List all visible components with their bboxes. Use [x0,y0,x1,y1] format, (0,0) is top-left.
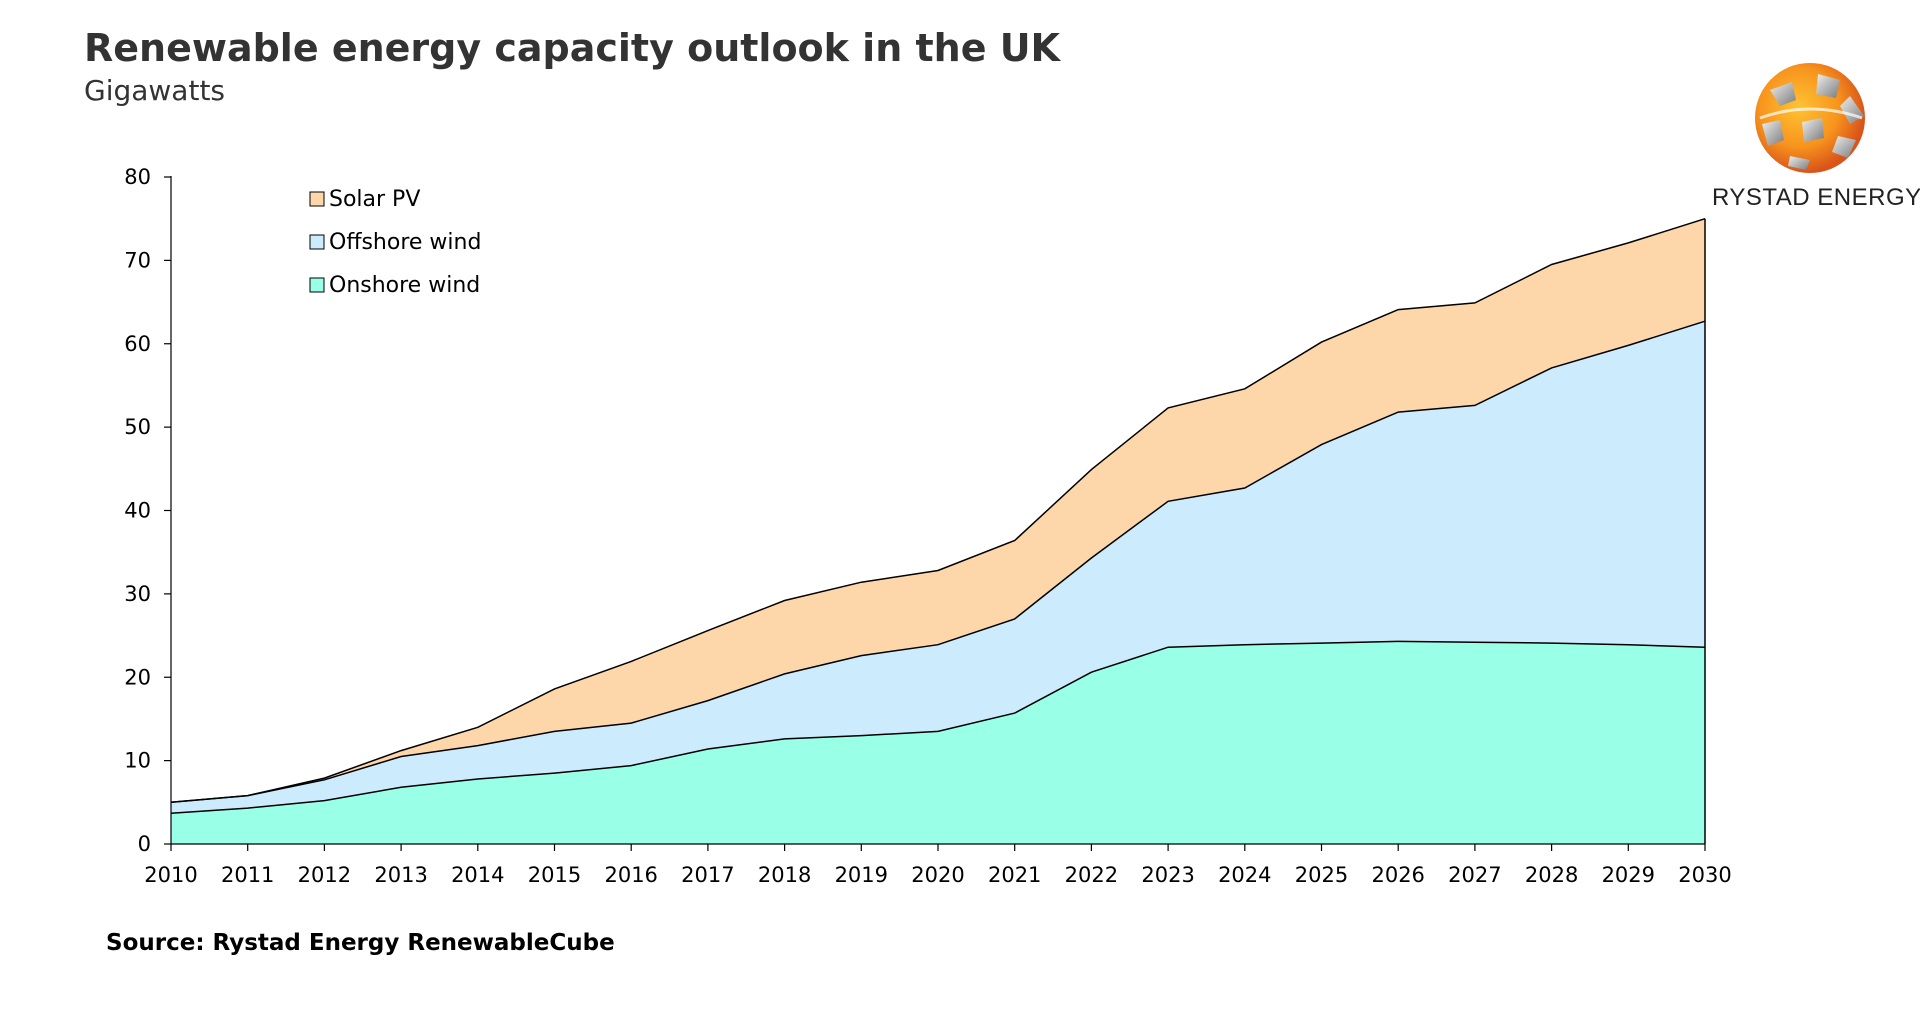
x-tick-label: 2015 [528,863,581,887]
x-tick-label: 2014 [451,863,504,887]
x-tick-label: 2017 [681,863,734,887]
series-line-offshore [170,320,1706,804]
x-tick-label: 2021 [988,863,1041,887]
y-tick-label: 30 [124,582,151,606]
x-tick-label: 2027 [1448,863,1501,887]
y-tick-label: 50 [124,415,151,439]
x-tick-label: 2022 [1065,863,1118,887]
x-tick-label: 2011 [221,863,274,887]
x-tick-label: 2013 [374,863,427,887]
legend-swatch-solar [309,191,325,207]
legend-label-onshore: Onshore wind [329,273,480,298]
area-solar [171,218,1705,803]
legend-label-offshore: Offshore wind [329,230,481,255]
source-note: Source: Rystad Energy RenewableCube [106,930,615,956]
logo-text: RYSTAD ENERGY [1712,184,1920,211]
y-tick-label: 40 [124,499,151,523]
x-tick-label: 2019 [835,863,888,887]
x-tick-label: 2012 [298,863,351,887]
y-tick-label: 0 [138,832,151,856]
legend-swatch-offshore [309,234,325,250]
x-tick-label: 2028 [1525,863,1578,887]
x-tick-label: 2018 [758,863,811,887]
y-tick-label: 10 [124,749,151,773]
area-onshore [171,641,1705,844]
area-offshore [171,321,1705,814]
legend-swatch-onshore [309,277,325,293]
series-line-solar [170,217,1706,804]
legend-label-solar: Solar PV [329,187,420,212]
y-tick-label: 70 [124,248,151,272]
legend: Solar PV Offshore wind Onshore wind [309,187,481,298]
x-tick-label: 2030 [1678,863,1731,887]
globe-logo-icon [1755,63,1865,173]
x-tick-label: 2020 [911,863,964,887]
y-tick-label: 60 [124,332,151,356]
x-tick-label: 2010 [144,863,197,887]
x-tick-label: 2029 [1602,863,1655,887]
x-tick-label: 2023 [1141,863,1194,887]
x-tick-label: 2024 [1218,863,1271,887]
x-tick-label: 2025 [1295,863,1348,887]
x-tick-label: 2026 [1371,863,1424,887]
chart-subtitle: Gigawatts [84,74,226,107]
y-tick-label: 80 [124,165,151,189]
x-tick-label: 2016 [604,863,657,887]
chart-title: Renewable energy capacity outlook in the… [84,26,1060,70]
series-line-onshore [170,640,1706,814]
area-layers [170,217,1706,844]
y-tick-label: 20 [124,665,151,689]
